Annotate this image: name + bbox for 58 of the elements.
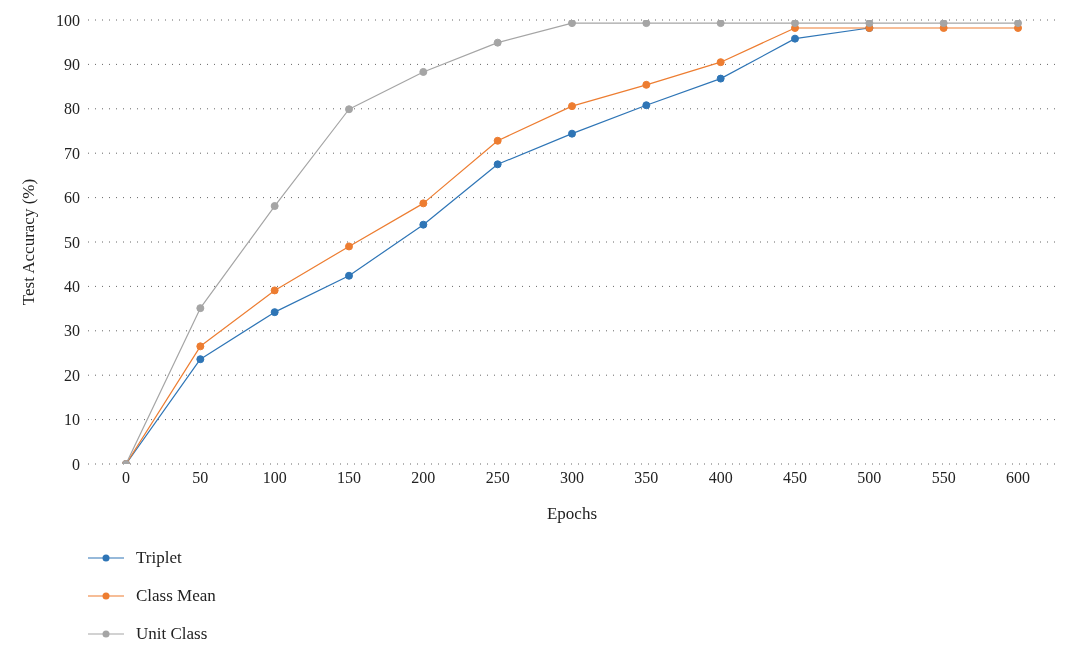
point [568,129,576,138]
y-tick-label: 10 [64,411,80,429]
y-tick-label: 50 [64,233,80,251]
x-tick-label: 150 [337,469,361,487]
point [493,136,502,145]
y-tick-label: 0 [72,455,80,473]
y-tick-label: 40 [64,278,80,296]
y-tick-label: 100 [56,11,80,29]
point [568,102,576,111]
point [716,58,725,67]
point [345,242,353,251]
x-tick-label: 100 [262,469,287,487]
x-tick-label: 250 [485,469,510,487]
point [791,34,799,43]
point [939,20,948,28]
point [1014,20,1022,28]
point [345,271,353,280]
point [791,20,799,28]
legend-label: Triplet [136,548,182,568]
y-tick-label: 20 [64,366,80,384]
point [196,304,205,313]
y-tick-label: 70 [64,144,80,162]
point [865,20,874,28]
point [568,20,576,28]
point [493,38,502,47]
legend-label: Unit Class [136,624,208,644]
x-tick-label: 450 [783,469,807,487]
point [419,220,428,229]
point [270,286,279,295]
x-tick-label: 300 [560,469,584,487]
x-tick-label: 350 [634,469,659,487]
point [493,160,502,169]
y-axis-title: Test Accuracy (%) [19,178,39,306]
y-tick-label: 90 [64,56,80,74]
x-tick-label: 600 [1006,469,1030,487]
point [419,199,428,208]
x-axis-title: Epochs [546,504,598,523]
legend-label: Class Mean [136,586,216,606]
point [196,342,205,351]
x-tick-label: 200 [411,469,436,487]
point [196,355,205,364]
point [270,308,279,317]
x-tick-label: 550 [931,469,956,487]
y-tick-label: 80 [64,100,80,118]
x-tick-label: 50 [192,469,209,487]
point [642,101,651,110]
point [642,20,651,28]
x-tick-label: 400 [708,469,733,487]
point [716,74,725,83]
point [716,20,725,28]
point [642,80,651,89]
x-tick-label: 500 [857,469,882,487]
x-tick-label: 0 [122,469,130,487]
point [270,202,279,211]
point [345,105,353,114]
y-tick-label: 60 [64,189,80,207]
point [419,67,428,76]
y-tick-label: 30 [64,322,80,340]
